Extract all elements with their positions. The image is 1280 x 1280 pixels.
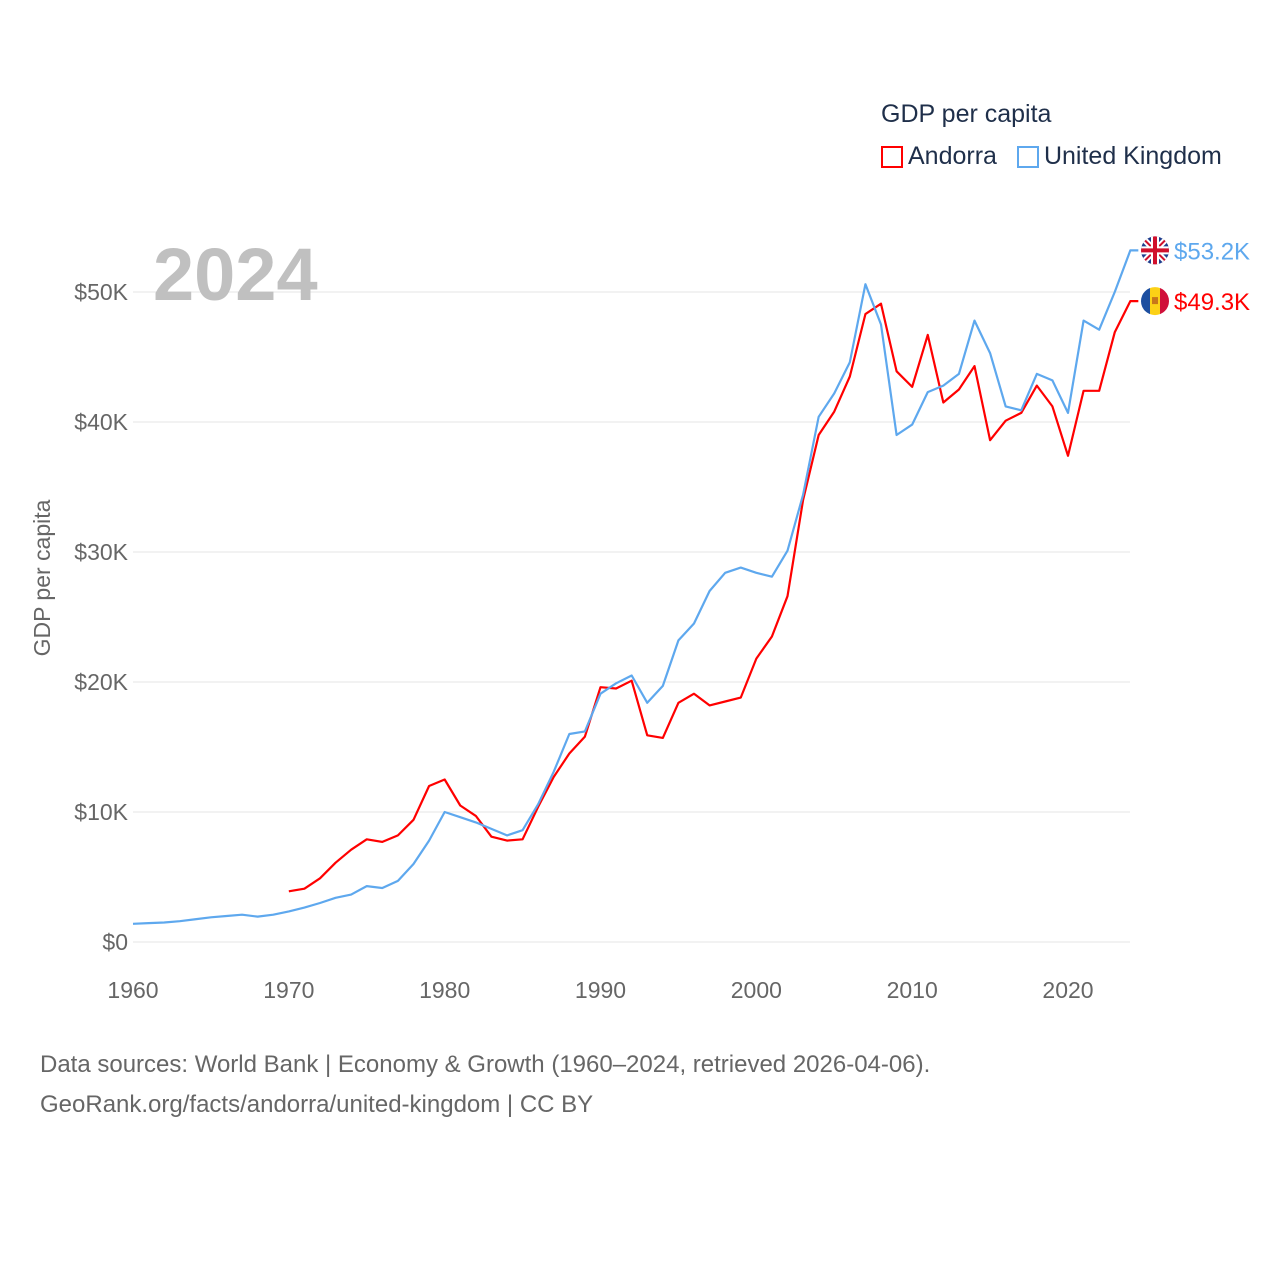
y-tick-label: $50K — [74, 279, 128, 305]
end-labels: $49.3K $53.2K — [1141, 236, 1250, 316]
end-value-label: $49.3K — [1174, 289, 1250, 316]
series-line-andorra — [288, 300, 1139, 893]
flag-cross-red — [1141, 236, 1169, 265]
flag-emblem — [1152, 297, 1158, 305]
x-tick-label: 2000 — [731, 977, 782, 1003]
legend-title: GDP per capita — [881, 100, 1052, 128]
uk-flag-icon — [1141, 236, 1169, 265]
x-tick-label: 2020 — [1042, 977, 1093, 1003]
data-sources: Data sources: World Bank | Economy & Gro… — [40, 1051, 931, 1078]
legend-item-united-kingdom[interactable]: United Kingdom — [1016, 142, 1222, 171]
legend: Andorra United Kingdom — [881, 142, 1222, 171]
year-watermark: 2024 — [153, 233, 318, 316]
series-lines — [132, 249, 1139, 925]
legend-swatch-uk — [1016, 145, 1039, 168]
y-tick-label: $20K — [74, 669, 128, 695]
y-tick-label: $30K — [74, 539, 128, 565]
x-tick-label: 1960 — [107, 977, 158, 1003]
legend-label: Andorra — [908, 142, 997, 170]
y-tick-label: $40K — [74, 409, 128, 435]
axis-ticks: $0 $10K $20K $30K $40K $50K 1960 1970 1980 1990 20… — [74, 279, 1093, 1003]
x-tick-label: 1980 — [419, 977, 470, 1003]
footer: Data sources: World Bank | Economy & Gro… — [40, 1045, 930, 1125]
x-tick-label: 1970 — [263, 977, 314, 1003]
x-tick-label: 1990 — [575, 977, 626, 1003]
legend-label: United Kingdom — [1043, 142, 1222, 170]
legend-item-andorra[interactable]: Andorra — [881, 142, 997, 171]
x-tick-label: 2010 — [887, 977, 938, 1003]
y-tick-label: $0 — [102, 929, 128, 955]
source-link[interactable]: GeoRank.org/facts/andorra/united-kingdom… — [40, 1091, 594, 1118]
flag-blue — [1141, 287, 1150, 316]
series-line-united-kingdom — [132, 249, 1139, 925]
end-value-label: $53.2K — [1174, 238, 1250, 265]
legend-swatch-andorra — [881, 145, 903, 168]
andorra-flag-shapes — [1141, 287, 1169, 316]
y-tick-label: $10K — [74, 799, 128, 825]
andorra-flag-icon — [1141, 287, 1169, 316]
flag-red — [1160, 287, 1169, 316]
uk-flag-shapes — [1141, 236, 1169, 265]
y-axis-label: GDP per capita — [29, 499, 55, 656]
